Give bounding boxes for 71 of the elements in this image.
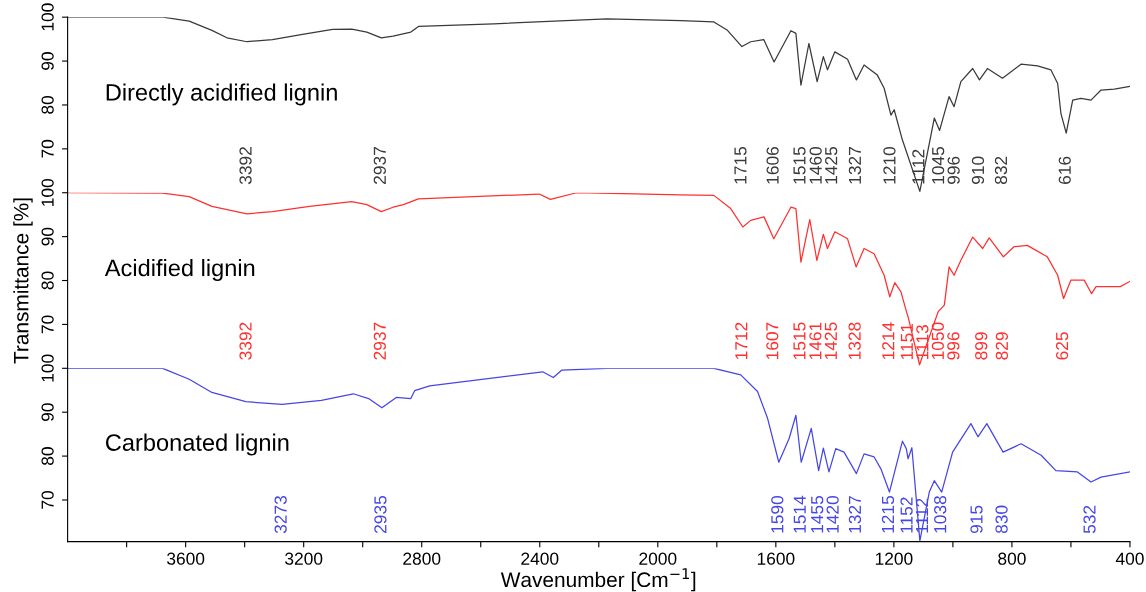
annotation: 3273	[274, 496, 287, 534]
x-tick-label: 2000	[639, 552, 677, 565]
annotation: 832	[994, 156, 1008, 185]
annotation: 1715	[734, 146, 747, 184]
y-tick-label: 90	[41, 403, 54, 422]
annotation: 996	[947, 332, 960, 360]
y-tick-label: 70	[41, 315, 54, 334]
annotation: 2935	[374, 495, 387, 533]
annotation: 1327	[848, 496, 862, 533]
annotation: 829	[995, 332, 1009, 360]
y-tick-label: 80	[41, 271, 54, 290]
x-tick-label: 3200	[285, 552, 323, 565]
annotation: 616	[1058, 156, 1071, 184]
annotation: 1515	[793, 322, 806, 360]
annotation: 625	[1055, 332, 1069, 360]
annotation: 1460	[809, 146, 822, 184]
annotation: 3392	[239, 147, 252, 185]
annotation: 996	[947, 156, 960, 185]
annotation: 1425	[825, 146, 838, 184]
x-tick-label: 2400	[521, 552, 559, 565]
x-tick-label: 400	[1115, 552, 1144, 565]
annotation: 1425	[824, 322, 838, 360]
annotation: 532	[1083, 505, 1096, 534]
annotation: 1606	[766, 146, 779, 184]
annotation: 1328	[848, 322, 861, 360]
annotation: 1038	[934, 496, 947, 533]
annotation: 1215	[881, 495, 895, 533]
annotation: 2937	[373, 322, 386, 360]
y-axis-title: Transmittance [%]	[13, 198, 33, 364]
annotation: 1420	[826, 495, 839, 533]
annotation: 1461	[809, 322, 822, 360]
annotation: 1607	[766, 322, 779, 360]
y-tick-label: 100	[41, 3, 54, 31]
annotation: 1590	[771, 495, 784, 533]
annotation: 1151	[900, 323, 913, 360]
annotation: 3392	[239, 322, 252, 360]
y-tick-label: 80	[41, 95, 54, 114]
annotation: 1210	[883, 146, 896, 184]
annotation: 1045	[931, 146, 945, 184]
line-series	[67, 192, 1130, 366]
x-tick-label: 800	[998, 552, 1026, 565]
series-label: Acidified lignin	[104, 258, 255, 281]
y-tick-label: 70	[41, 139, 54, 158]
y-tick-label: 80	[41, 447, 54, 465]
annotation: 899	[975, 332, 988, 360]
annotation: 1152	[900, 497, 913, 533]
x-tick-label: 3600	[167, 552, 205, 565]
x-axis-title: Wavenumber [Cm$^{−1}$]	[500, 568, 696, 592]
series-label: Carbonated lignin	[105, 433, 289, 456]
annotation: 1455	[811, 495, 824, 533]
text: Directly acidified lignin	[106, 83, 337, 106]
x-tick-label: 1200	[875, 552, 913, 565]
annotation: 1327	[848, 147, 862, 184]
annotation: 910	[971, 156, 985, 185]
annotation: 1712	[735, 322, 748, 360]
y-tick-label: 90	[41, 227, 54, 246]
annotation: 1214	[882, 322, 895, 360]
x-tick-label: 1600	[757, 552, 795, 565]
annotation: 830	[995, 505, 1008, 534]
annotation: 1515	[793, 146, 806, 184]
x-tick-label: 2800	[403, 552, 441, 565]
annotation: 2937	[373, 147, 386, 184]
annotation: 1050	[931, 322, 944, 360]
y-tick-label: 100	[41, 354, 54, 382]
annotation: 915	[970, 505, 983, 534]
y-tick-label: 70	[41, 491, 54, 509]
annotation: 1514	[793, 495, 806, 533]
y-tick-label: 100	[41, 178, 54, 206]
annotation: 1113	[916, 325, 929, 360]
annotation: 1112	[912, 149, 925, 184]
y-tick-label: 90	[41, 52, 54, 70]
